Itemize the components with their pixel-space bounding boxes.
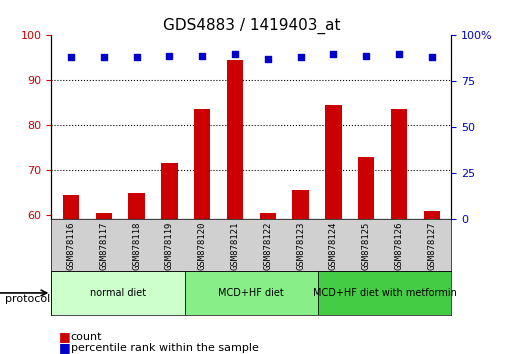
Bar xyxy=(51,271,185,315)
Text: GSM878125: GSM878125 xyxy=(362,222,371,270)
Text: GSM878118: GSM878118 xyxy=(132,222,141,270)
Point xyxy=(264,57,272,62)
Point xyxy=(100,55,108,60)
Bar xyxy=(260,213,276,354)
Text: MCD+HF diet with metformin: MCD+HF diet with metformin xyxy=(313,288,457,298)
Text: percentile rank within the sample: percentile rank within the sample xyxy=(71,343,259,353)
Title: GDS4883 / 1419403_at: GDS4883 / 1419403_at xyxy=(163,18,340,34)
Text: normal diet: normal diet xyxy=(90,288,146,298)
Bar xyxy=(358,156,374,354)
Text: GSM878122: GSM878122 xyxy=(263,222,272,270)
Bar xyxy=(63,195,79,354)
Bar xyxy=(318,271,451,315)
Bar xyxy=(325,105,342,354)
Point xyxy=(297,55,305,60)
Text: ■: ■ xyxy=(59,331,71,343)
Point xyxy=(428,55,436,60)
Bar xyxy=(128,193,145,354)
Point xyxy=(395,51,403,57)
Point xyxy=(165,53,173,58)
Text: ■: ■ xyxy=(59,341,71,354)
Bar xyxy=(227,60,243,354)
Text: GSM878127: GSM878127 xyxy=(427,222,436,270)
Text: GSM878117: GSM878117 xyxy=(100,222,108,270)
Text: GSM878124: GSM878124 xyxy=(329,222,338,270)
Text: GSM878116: GSM878116 xyxy=(67,222,75,270)
Text: GSM878120: GSM878120 xyxy=(198,222,207,270)
Text: GSM878121: GSM878121 xyxy=(230,222,240,270)
Bar xyxy=(161,163,177,354)
Point xyxy=(132,55,141,60)
Text: GSM878126: GSM878126 xyxy=(394,222,403,270)
Bar xyxy=(194,109,210,354)
Point xyxy=(198,53,206,58)
Point xyxy=(67,55,75,60)
Bar xyxy=(391,109,407,354)
Bar xyxy=(292,190,309,354)
Text: MCD+HF diet: MCD+HF diet xyxy=(219,288,284,298)
Text: GSM878123: GSM878123 xyxy=(296,222,305,270)
Bar xyxy=(424,211,440,354)
Text: count: count xyxy=(71,332,102,342)
Point xyxy=(329,51,338,57)
Text: GSM878119: GSM878119 xyxy=(165,222,174,270)
Point xyxy=(231,51,239,57)
Text: protocol: protocol xyxy=(5,294,50,304)
Bar xyxy=(95,213,112,354)
Bar xyxy=(185,271,318,315)
Point xyxy=(362,53,370,58)
